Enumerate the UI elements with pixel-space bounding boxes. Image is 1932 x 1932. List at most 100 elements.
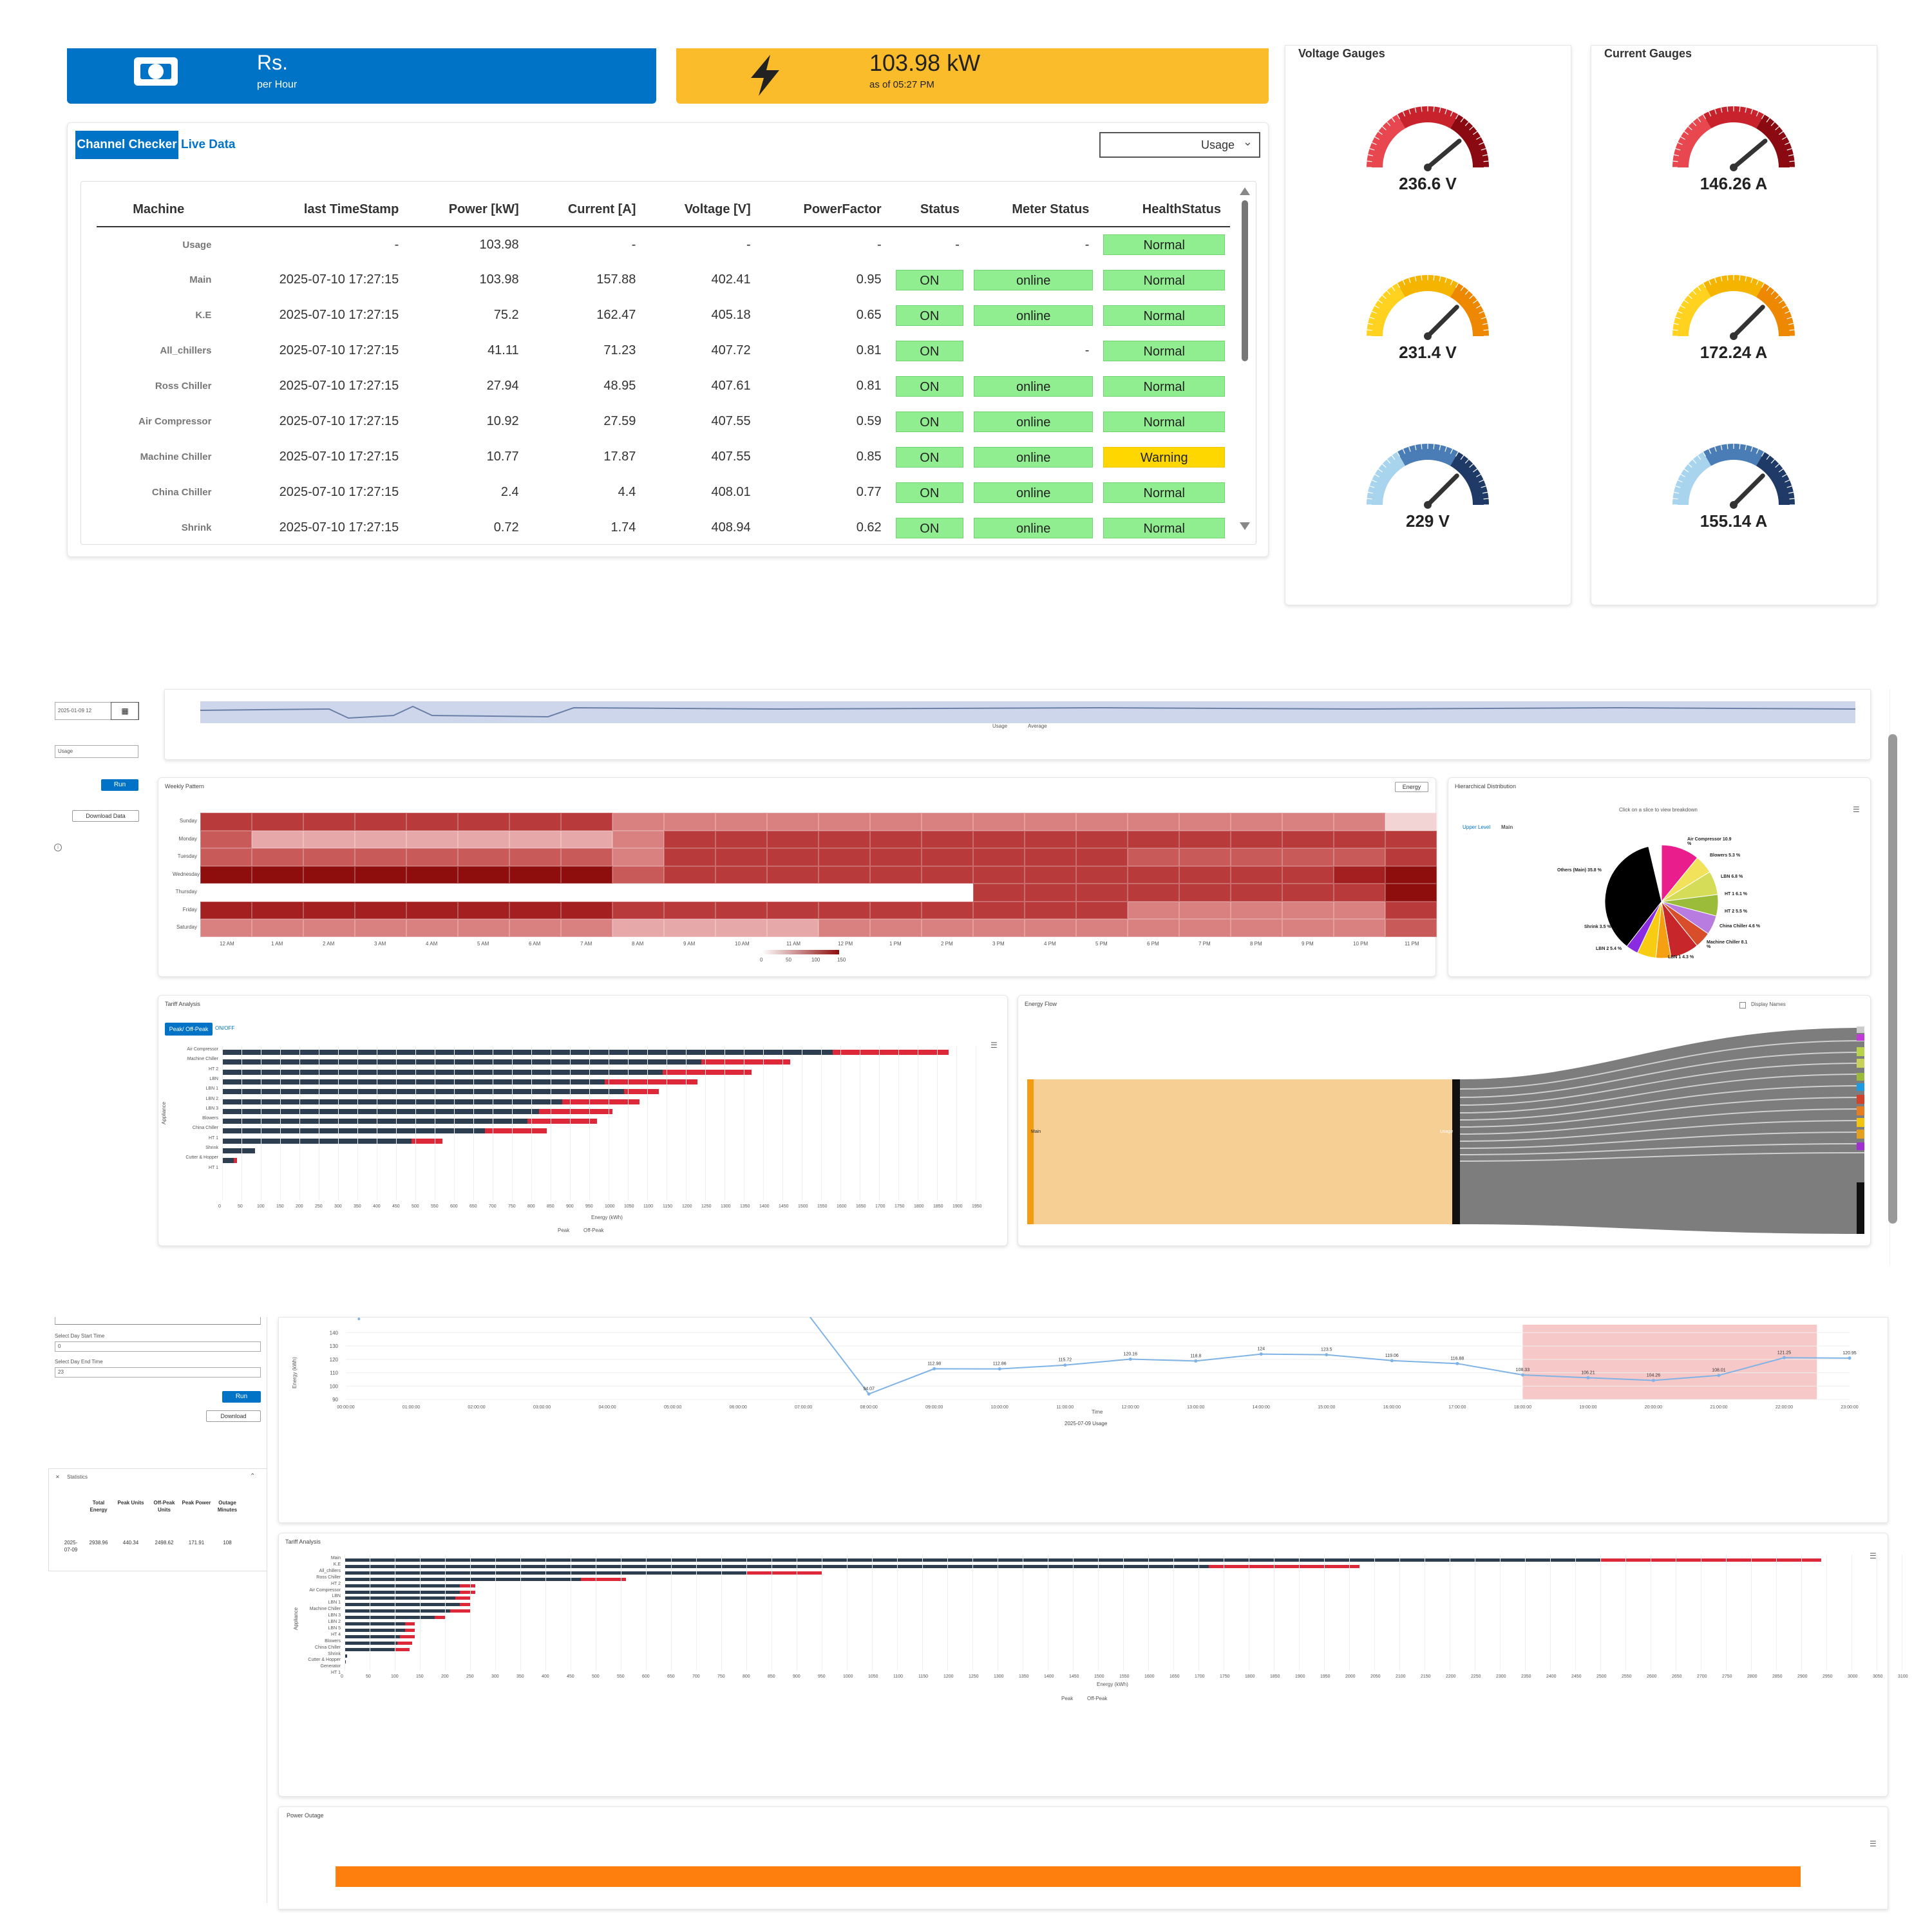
heat-cell[interactable]: [1334, 830, 1385, 848]
tab-channel-checker[interactable]: Channel Checker: [75, 131, 178, 159]
heat-cell[interactable]: [819, 919, 870, 937]
heat-cell[interactable]: [664, 884, 715, 902]
overview-navigator[interactable]: [200, 701, 1855, 723]
table-row[interactable]: Main 2025-07-10 17:27:15 103.98 157.88 402.4…: [97, 262, 1230, 298]
heat-cell[interactable]: [1231, 830, 1282, 848]
tariff-bar-offpeak[interactable]: [222, 1059, 701, 1065]
scroll-up-icon[interactable]: [1240, 187, 1250, 195]
table-row[interactable]: K.E 2025-07-10 17:27:15 75.2 162.47 405.18 0.…: [97, 298, 1230, 333]
heat-cell[interactable]: [767, 848, 819, 866]
heat-cell[interactable]: [303, 866, 355, 884]
menu-icon[interactable]: ☰: [1870, 1839, 1877, 1848]
heat-cell[interactable]: [252, 866, 303, 884]
heat-cell[interactable]: [664, 919, 715, 937]
table-row[interactable]: Shrink 2025-07-10 17:27:15 0.72 1.74 408.94 0…: [97, 510, 1230, 545]
heat-cell[interactable]: [1385, 830, 1437, 848]
heat-cell[interactable]: [303, 919, 355, 937]
heat-cell[interactable]: [458, 830, 509, 848]
heat-cell[interactable]: [1385, 901, 1437, 919]
col-header[interactable]: Current [A]: [527, 193, 645, 227]
tariff-bar-offpeak[interactable]: [345, 1654, 347, 1658]
heat-cell[interactable]: [355, 813, 406, 831]
weekly-select[interactable]: Energy: [1395, 782, 1428, 792]
heat-cell[interactable]: [1076, 901, 1128, 919]
tariff-bar-peak[interactable]: [234, 1158, 237, 1164]
heat-cell[interactable]: [458, 901, 509, 919]
heat-cell[interactable]: [303, 813, 355, 831]
tariff-bar-peak[interactable]: [539, 1108, 612, 1114]
heat-cell[interactable]: [1128, 848, 1179, 866]
run-button-2[interactable]: Run: [222, 1391, 261, 1403]
tariff-bar-peak[interactable]: [395, 1647, 410, 1651]
heat-cell[interactable]: [1128, 830, 1179, 848]
heat-cell[interactable]: [870, 866, 922, 884]
heat-cell[interactable]: [406, 884, 458, 902]
tariff-bar-peak[interactable]: [562, 1099, 639, 1104]
heat-cell[interactable]: [922, 866, 973, 884]
tariff-bar-peak[interactable]: [404, 1628, 415, 1632]
heat-cell[interactable]: [973, 901, 1025, 919]
heat-cell[interactable]: [819, 830, 870, 848]
tariff-bar-peak[interactable]: [663, 1069, 752, 1075]
tariff-bar-offpeak[interactable]: [222, 1108, 539, 1114]
heat-cell[interactable]: [1282, 866, 1334, 884]
heat-cell[interactable]: [1179, 813, 1231, 831]
heat-cell[interactable]: [973, 830, 1025, 848]
daily-line-chart[interactable]: 90 100 110 120 130 140 94.07 112.98 112.86 115.72…: [278, 1317, 1888, 1414]
heat-cell[interactable]: [664, 901, 715, 919]
heat-cell[interactable]: [200, 884, 252, 902]
heat-cell[interactable]: [200, 901, 252, 919]
heat-cell[interactable]: [355, 919, 406, 937]
col-header[interactable]: Voltage [V]: [645, 193, 760, 227]
menu-icon[interactable]: ☰: [990, 1041, 998, 1050]
heat-cell[interactable]: [458, 848, 509, 866]
heat-cell[interactable]: [1334, 866, 1385, 884]
tariff-bar-peak[interactable]: [460, 1590, 475, 1594]
heat-cell[interactable]: [1334, 901, 1385, 919]
stats-header[interactable]: Outage Minutes: [217, 1500, 238, 1513]
heat-cell[interactable]: [1025, 866, 1076, 884]
heat-cell[interactable]: [406, 848, 458, 866]
sankey[interactable]: [1027, 1015, 1864, 1240]
usage-select[interactable]: Usage: [55, 745, 138, 758]
heat-cell[interactable]: [922, 848, 973, 866]
heat-cell[interactable]: [252, 901, 303, 919]
table-row[interactable]: Air Compressor 2025-07-10 17:27:15 10.92 27…: [97, 404, 1230, 439]
tariff-bar-offpeak[interactable]: [345, 1564, 1209, 1568]
heat-cell[interactable]: [303, 830, 355, 848]
heat-cell[interactable]: [561, 901, 612, 919]
heat-cell[interactable]: [1128, 884, 1179, 902]
page-scrollbar[interactable]: [1888, 734, 1897, 1224]
tariff-bar-offpeak[interactable]: [345, 1628, 405, 1632]
heat-cell[interactable]: [922, 901, 973, 919]
heat-cell[interactable]: [1179, 830, 1231, 848]
stats-header[interactable]: Off-Peak Units: [153, 1500, 175, 1513]
heat-cell[interactable]: [1385, 866, 1437, 884]
tariff-bar-offpeak[interactable]: [222, 1079, 605, 1084]
heat-cell[interactable]: [1076, 884, 1128, 902]
heat-cell[interactable]: [561, 830, 612, 848]
tab-live-data[interactable]: Live Data: [181, 138, 236, 151]
heat-cell[interactable]: [1282, 919, 1334, 937]
heat-cell[interactable]: [1076, 866, 1128, 884]
heat-cell[interactable]: [715, 919, 767, 937]
heat-cell[interactable]: [1179, 848, 1231, 866]
heat-cell[interactable]: [612, 901, 664, 919]
heat-cell[interactable]: [973, 919, 1025, 937]
heat-cell[interactable]: [767, 830, 819, 848]
heat-cell[interactable]: [561, 866, 612, 884]
heat-cell[interactable]: [355, 884, 406, 902]
heat-cell[interactable]: [200, 919, 252, 937]
heat-cell[interactable]: [458, 813, 509, 831]
table-row[interactable]: Machine Chiller 2025-07-10 17:27:15 10.77 1…: [97, 439, 1230, 475]
filter-select[interactable]: Usage ⌄: [1099, 132, 1260, 158]
heat-cell[interactable]: [355, 830, 406, 848]
heat-cell[interactable]: [1179, 901, 1231, 919]
stats-collapse-icon[interactable]: ✕: [55, 1474, 60, 1480]
heat-cell[interactable]: [715, 901, 767, 919]
heat-cell[interactable]: [767, 901, 819, 919]
hier-pie[interactable]: [1604, 844, 1719, 960]
tariff-bar-peak[interactable]: [1600, 1558, 1822, 1562]
scroll-thumb[interactable]: [1242, 200, 1248, 361]
heat-cell[interactable]: [1231, 866, 1282, 884]
